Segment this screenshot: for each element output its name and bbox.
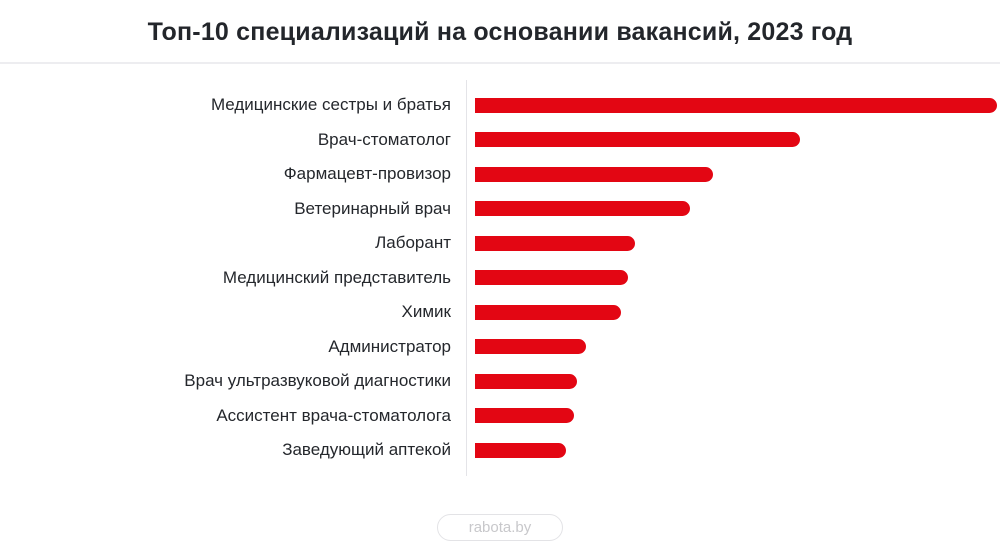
bar-track [466, 270, 1000, 286]
bar [475, 304, 621, 320]
bar [475, 97, 997, 113]
chart-rows: Медицинские сестры и братья Врач-стоматол… [0, 88, 1000, 468]
chart-row: Врач-стоматолог [0, 123, 1000, 158]
bar-track [466, 339, 1000, 355]
chart-row: Лаборант [0, 226, 1000, 261]
chart-row: Медицинские сестры и братья [0, 88, 1000, 123]
bar [475, 270, 628, 286]
bar-track [466, 442, 1000, 458]
category-label: Медицинские сестры и братья [210, 95, 451, 115]
category-label: Администратор [328, 336, 451, 356]
chart-row: Фармацевт-провизор [0, 157, 1000, 192]
chart-row: Ассистент врача-стоматолога [0, 399, 1000, 434]
bar-track [466, 166, 1000, 182]
page-title: Топ-10 специализаций на основании ваканс… [147, 18, 853, 46]
chart-row: Врач ультразвуковой диагностики [0, 364, 1000, 399]
footer: rabota.by [0, 514, 1000, 541]
chart-row: Ветеринарный врач [0, 192, 1000, 227]
bar [475, 408, 574, 424]
bar [475, 373, 577, 389]
bar-track [466, 132, 1000, 148]
bar [475, 235, 635, 251]
bar [475, 201, 690, 217]
bar [475, 442, 566, 458]
bar-track [466, 201, 1000, 217]
chart-row: Химик [0, 295, 1000, 330]
bar-track [466, 97, 1000, 113]
chart-row: Медицинский представитель [0, 261, 1000, 296]
bar-track [466, 373, 1000, 389]
bar-chart: Медицинские сестры и братья Врач-стоматол… [0, 80, 1000, 476]
category-label: Ветеринарный врач [294, 198, 451, 218]
header: Топ-10 специализаций на основании ваканс… [0, 0, 1000, 46]
category-label: Медицинский представитель [222, 267, 451, 287]
axis-line [466, 80, 467, 476]
badge-label: rabota.by [468, 519, 532, 536]
chart-row: Заведующий аптекой [0, 433, 1000, 468]
bar [475, 339, 586, 355]
category-label: Химик [401, 302, 451, 322]
bar [475, 132, 800, 148]
bar [475, 166, 713, 182]
category-label: Ассистент врача-стоматолога [216, 405, 451, 425]
category-label: Лаборант [375, 233, 451, 253]
chart-row: Администратор [0, 330, 1000, 365]
title-divider [0, 62, 1000, 64]
category-label: Врач ультразвуковой диагностики [184, 371, 451, 391]
category-label: Фармацевт-провизор [283, 164, 451, 184]
bar-track [466, 304, 1000, 320]
category-label: Врач-стоматолог [317, 129, 451, 149]
bar-track [466, 235, 1000, 251]
rabota-by-badge: rabota.by [437, 514, 563, 541]
category-label: Заведующий аптекой [282, 440, 451, 460]
bar-track [466, 408, 1000, 424]
